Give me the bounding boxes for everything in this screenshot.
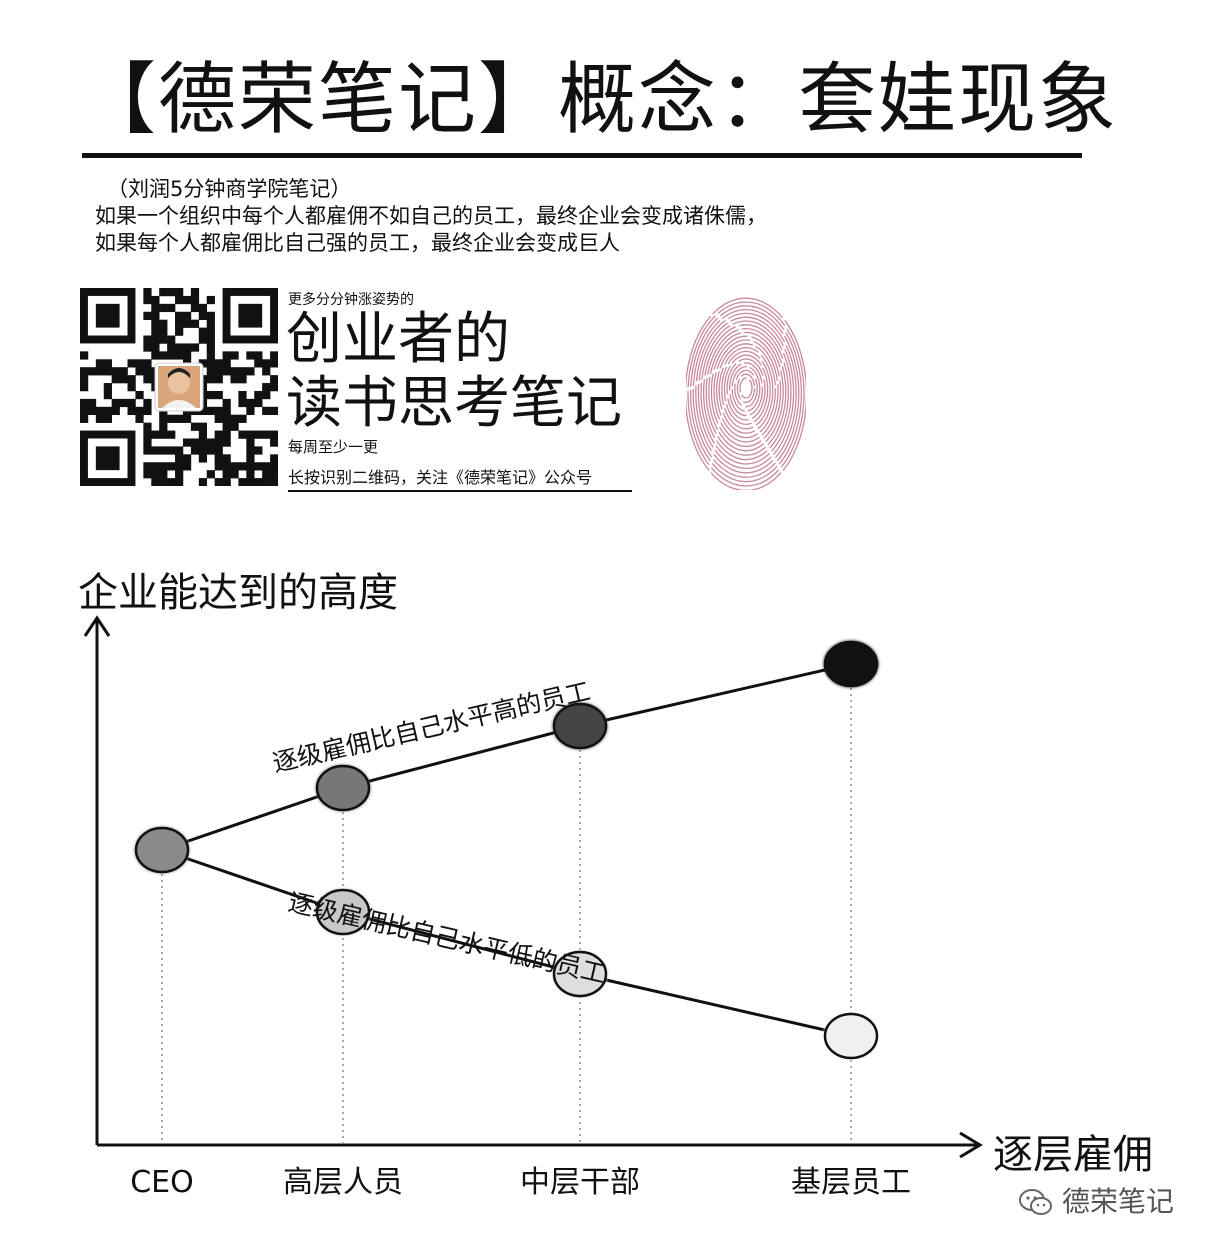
- guide-lines: [161, 688, 852, 1143]
- series-node: [315, 888, 371, 936]
- y-axis-label: 企业能达到的高度: [78, 570, 398, 616]
- series-line-1: [161, 848, 852, 1038]
- intro-text: （刘润5分钟商学院笔记） 如果一个组织中每个人都雇佣不如自己的员工，最终企业会变…: [95, 176, 767, 257]
- series-node: [315, 764, 371, 812]
- series-label: 逐级雇佣比自己水平低的员工: [286, 888, 609, 989]
- intro-line-2: 如果每个人都雇佣比自己强的员工，最终企业会变成巨人: [95, 231, 620, 255]
- intro-source: （刘润5分钟商学院笔记）: [107, 177, 352, 201]
- watermark: 德荣笔记: [1018, 1180, 1174, 1220]
- intro-line-1: 如果一个组织中每个人都雇佣不如自己的员工，最终企业会变成诸侏儒，: [95, 204, 767, 228]
- page-title: 【德荣笔记】概念：套娃现象: [78, 55, 1119, 145]
- x-tick-label: CEO: [130, 1165, 194, 1200]
- fingerprint-icon[interactable]: [686, 290, 806, 490]
- promo-headline-line-1: 创业者的: [286, 307, 510, 372]
- x-axis-label: 逐层雇佣: [993, 1132, 1153, 1178]
- axes: [83, 615, 983, 1159]
- hiring-diagram: 企业能达到的高度 逐层雇佣 CEO 高层人员 中层干部 基层员工 逐级雇佣比自己水平高…: [78, 570, 1153, 1200]
- x-tick-label: 基层员工: [791, 1165, 911, 1200]
- series-node: [823, 640, 879, 688]
- series-node: [552, 702, 608, 750]
- wechat-icon: [1019, 1189, 1052, 1215]
- promo-cta: 长按识别二维码，关注《德荣笔记》公众号: [288, 464, 632, 492]
- series-node: [134, 826, 190, 874]
- series-node: [552, 950, 608, 998]
- qr-code-icon[interactable]: [80, 288, 278, 486]
- series-nodes: [134, 640, 879, 1060]
- title-divider: [82, 153, 1082, 158]
- x-tick-label: 中层干部: [520, 1165, 640, 1200]
- series-node: [823, 1012, 879, 1060]
- promo-headline-line-2: 读书思考笔记: [286, 371, 622, 436]
- series-line-0: [161, 662, 852, 852]
- watermark-text: 德荣笔记: [1062, 1185, 1175, 1218]
- series-lines: [161, 662, 852, 1038]
- x-tick-labels: CEO 高层人员 中层干部 基层员工: [130, 1165, 911, 1200]
- promo-top-text: 更多分分钟涨姿势的: [288, 292, 414, 308]
- x-axis-arrow: [959, 1131, 983, 1159]
- y-axis-arrow: [83, 615, 111, 637]
- x-tick-label: 高层人员: [283, 1165, 403, 1200]
- promo-headline: 创业者的 读书思考笔记: [286, 308, 622, 436]
- series-label: 逐级雇佣比自己水平高的员工: [270, 676, 593, 777]
- promo-frequency: 每周至少一更: [288, 438, 379, 456]
